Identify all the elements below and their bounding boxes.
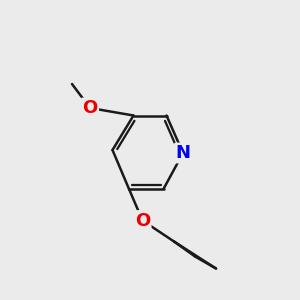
Text: O: O — [135, 212, 150, 230]
Text: O: O — [82, 99, 98, 117]
Text: N: N — [176, 144, 190, 162]
